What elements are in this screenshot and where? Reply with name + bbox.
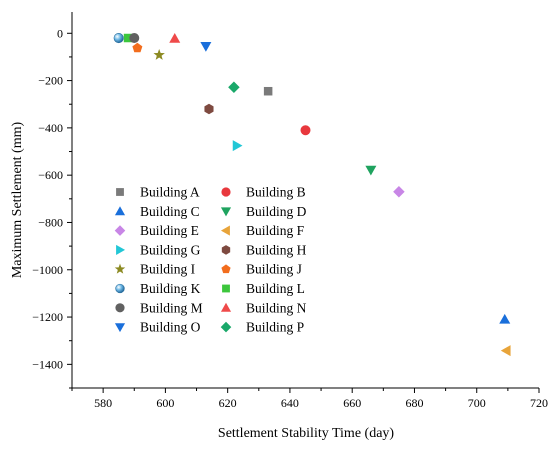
x-tick-label: 620 [219, 396, 237, 410]
building-i-point [153, 49, 165, 60]
legend-label-building-c: Building C [140, 204, 200, 219]
building-p-point [228, 81, 240, 93]
x-tick-label: 640 [281, 396, 299, 410]
y-tick-label: 0 [57, 26, 63, 40]
building-c-point [499, 313, 511, 324]
legend-marker-building-m [115, 303, 125, 313]
legend-marker-building-o [114, 323, 126, 333]
legend-label-building-i: Building I [140, 262, 196, 277]
building-n-point [169, 32, 181, 43]
x-tick-label: 720 [530, 396, 548, 410]
legend-label-building-d: Building D [246, 204, 307, 219]
legend-marker-building-p [220, 321, 232, 333]
axes: 580 600 620 640 660 680 700 720 0 −200 −400 −600 −80… [32, 12, 548, 410]
legend-marker-building-j [221, 264, 231, 274]
legend-marker-building-c [114, 206, 126, 216]
x-axis-title: Settlement Stability Time (day) [218, 426, 395, 441]
legend-marker-building-e [114, 225, 126, 236]
legend-marker-building-b [221, 187, 231, 197]
building-m-point [129, 33, 140, 44]
y-tick-label: −600 [38, 168, 63, 182]
legend-label-building-b: Building B [246, 185, 306, 200]
legend-label-building-g: Building G [140, 242, 201, 257]
legend: Building A Building B Building C Building D… [114, 185, 307, 335]
legend-marker-building-i [114, 263, 126, 274]
y-tick-label: −1000 [32, 263, 63, 277]
y-axis-title: Maximum Settlement (mm) [10, 122, 25, 279]
building-d-point [365, 165, 377, 176]
legend-label-building-o: Building O [140, 320, 201, 335]
x-tick-label: 600 [156, 396, 174, 410]
building-l-point [123, 33, 133, 43]
building-e-point [393, 185, 405, 198]
legend-label-building-m: Building M [140, 300, 203, 315]
legend-label-building-e: Building E [140, 223, 199, 238]
building-f-point [500, 345, 511, 357]
data-points [113, 32, 511, 357]
y-tick-label: −1200 [32, 310, 63, 324]
x-tick-label: 680 [405, 396, 423, 410]
y-tick-label: −1400 [32, 357, 63, 371]
building-o-point [200, 42, 212, 52]
legend-marker-building-f [220, 225, 230, 236]
x-tick-label: 700 [468, 396, 486, 410]
legend-label-building-a: Building A [140, 185, 200, 200]
legend-marker-building-l [222, 284, 230, 293]
legend-marker-building-a [116, 188, 124, 196]
building-b-point [300, 125, 311, 136]
legend-label-building-f: Building F [246, 223, 305, 238]
legend-marker-building-h [221, 245, 231, 255]
y-tick-label: −200 [38, 74, 63, 88]
legend-label-building-j: Building J [246, 262, 302, 277]
legend-marker-building-n [220, 302, 232, 312]
x-tick-label: 580 [94, 396, 112, 410]
legend-marker-building-k [115, 283, 125, 294]
legend-label-building-h: Building H [246, 242, 307, 257]
building-h-point [204, 103, 214, 115]
legend-label-building-p: Building P [246, 320, 304, 335]
y-tick-label: −400 [38, 121, 63, 135]
building-j-point [132, 42, 143, 53]
legend-label-building-k: Building K [140, 281, 201, 296]
building-a-point [263, 86, 273, 96]
building-k-point [113, 32, 124, 44]
building-g-point [232, 140, 243, 152]
legend-label-building-n: Building N [246, 300, 307, 315]
legend-label-building-l: Building L [246, 281, 305, 296]
legend-marker-building-g [116, 244, 126, 255]
x-tick-label: 660 [343, 396, 361, 410]
legend-marker-building-d [220, 207, 232, 217]
y-tick-label: −800 [38, 215, 63, 229]
